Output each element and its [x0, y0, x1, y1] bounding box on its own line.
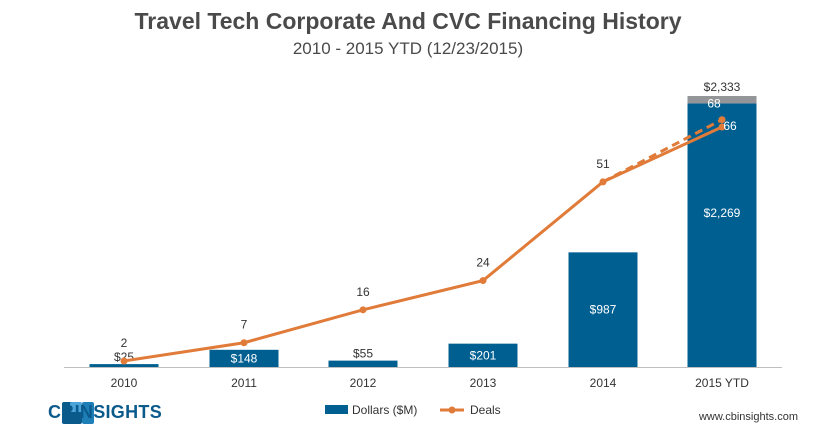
deals-label: 66	[723, 119, 737, 133]
bar-value-label: $2,269	[704, 206, 741, 220]
legend-dollars-swatch	[325, 405, 348, 414]
bar-value-label: $987	[590, 303, 617, 317]
x-tick-label: 2015 YTD	[695, 376, 749, 390]
website-url: www.cbinsights.com	[698, 411, 798, 423]
deals-point	[599, 178, 607, 186]
projection-label: 68	[707, 97, 721, 111]
bar-2015-ytd	[687, 103, 757, 367]
deals-point	[359, 306, 367, 314]
cb-insights-logo-icon	[62, 402, 94, 424]
bar-other-segment	[687, 96, 757, 104]
deals-point	[479, 277, 487, 285]
bar-2012	[328, 360, 398, 367]
x-tick-label: 2013	[470, 376, 497, 390]
deals-point	[240, 339, 248, 347]
projection-point	[718, 116, 726, 124]
total-label: $2,333	[704, 80, 741, 94]
deals-point	[718, 123, 726, 131]
deals-label: 24	[476, 256, 490, 270]
deals-label: 7	[241, 318, 248, 332]
legend-dollars-label: Dollars ($M)	[352, 403, 417, 417]
bar-value-label: $148	[231, 351, 258, 365]
bar-2011	[209, 349, 279, 367]
x-tick-label: 2014	[590, 376, 617, 390]
bar-2010	[89, 364, 159, 367]
legend-deals-label: Deals	[470, 403, 501, 417]
deals-label: 51	[596, 157, 610, 171]
chart-subtitle: 2010 - 2015 YTD (12/23/2015)	[292, 39, 524, 58]
deals-label: 16	[356, 285, 370, 299]
cb-insights-logo-text: CBINSIGHTS	[48, 402, 163, 422]
chart-title: Travel Tech Corporate And CVC Financing …	[134, 8, 682, 34]
deals-line	[123, 125, 723, 363]
projection-line	[602, 118, 723, 184]
deals-label: 2	[121, 336, 128, 350]
bar-value-label: $201	[470, 348, 497, 362]
bar-2014	[568, 252, 638, 367]
x-tick-label: 2012	[350, 376, 377, 390]
x-tick-label: 2010	[111, 376, 138, 390]
deals-point	[120, 357, 128, 365]
legend-deals-swatch-point	[448, 406, 456, 414]
x-tick-label: 2011	[231, 376, 257, 390]
bar-2013	[448, 343, 518, 367]
bar-value-label: $55	[353, 347, 373, 361]
